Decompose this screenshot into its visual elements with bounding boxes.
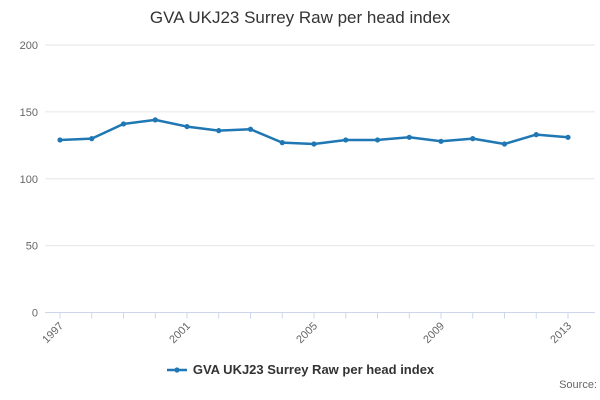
x-axis-tick-label-2013: 2013	[548, 320, 574, 346]
data-point-2008[interactable]	[406, 134, 412, 140]
series-line	[58, 118, 570, 146]
legend-line-marker-icon	[166, 366, 187, 373]
data-point-2000[interactable]	[152, 117, 158, 123]
y-axis-tick-label-200: 200	[20, 40, 38, 52]
x-axis-tick-label-1997: 1997	[40, 320, 66, 346]
data-point-2002[interactable]	[216, 128, 222, 134]
data-point-2007[interactable]	[374, 137, 381, 143]
y-axis-tick-label-0: 0	[32, 308, 38, 320]
data-point-2013[interactable]	[565, 134, 571, 140]
data-point-2005[interactable]	[311, 141, 317, 147]
data-point-2009[interactable]	[438, 138, 444, 144]
chart-title: GVA UKJ23 Surrey Raw per head index	[149, 8, 451, 27]
data-point-1997[interactable]	[57, 137, 63, 143]
legend-item[interactable]: GVA UKJ23 Surrey Raw per head index	[0, 362, 600, 377]
data-point-2001[interactable]	[184, 123, 190, 130]
data-point-2006[interactable]	[343, 137, 349, 143]
y-axis-tick-label-150: 150	[20, 107, 38, 119]
chart-plot-area: 0 50 100 150 200 1997 2001 2005 2009 2013	[20, 40, 595, 346]
y-axis-tick-label-50: 50	[26, 241, 38, 253]
source-label: Source:	[559, 379, 597, 391]
data-point-1999[interactable]	[120, 121, 127, 127]
data-point-2010[interactable]	[470, 136, 476, 142]
data-point-1998[interactable]	[89, 136, 95, 142]
data-point-2012[interactable]	[533, 132, 539, 138]
x-axis-tick-label-2001: 2001	[167, 320, 193, 346]
data-point-2003[interactable]	[247, 126, 254, 132]
legend-label: GVA UKJ23 Surrey Raw per head index	[192, 362, 435, 377]
data-point-2011[interactable]	[501, 141, 508, 147]
x-axis-tick-label-2009: 2009	[421, 320, 447, 346]
x-axis-tick-label-2005: 2005	[294, 320, 320, 346]
data-point-2004[interactable]	[279, 140, 285, 146]
y-axis-tick-label-100: 100	[20, 174, 38, 186]
